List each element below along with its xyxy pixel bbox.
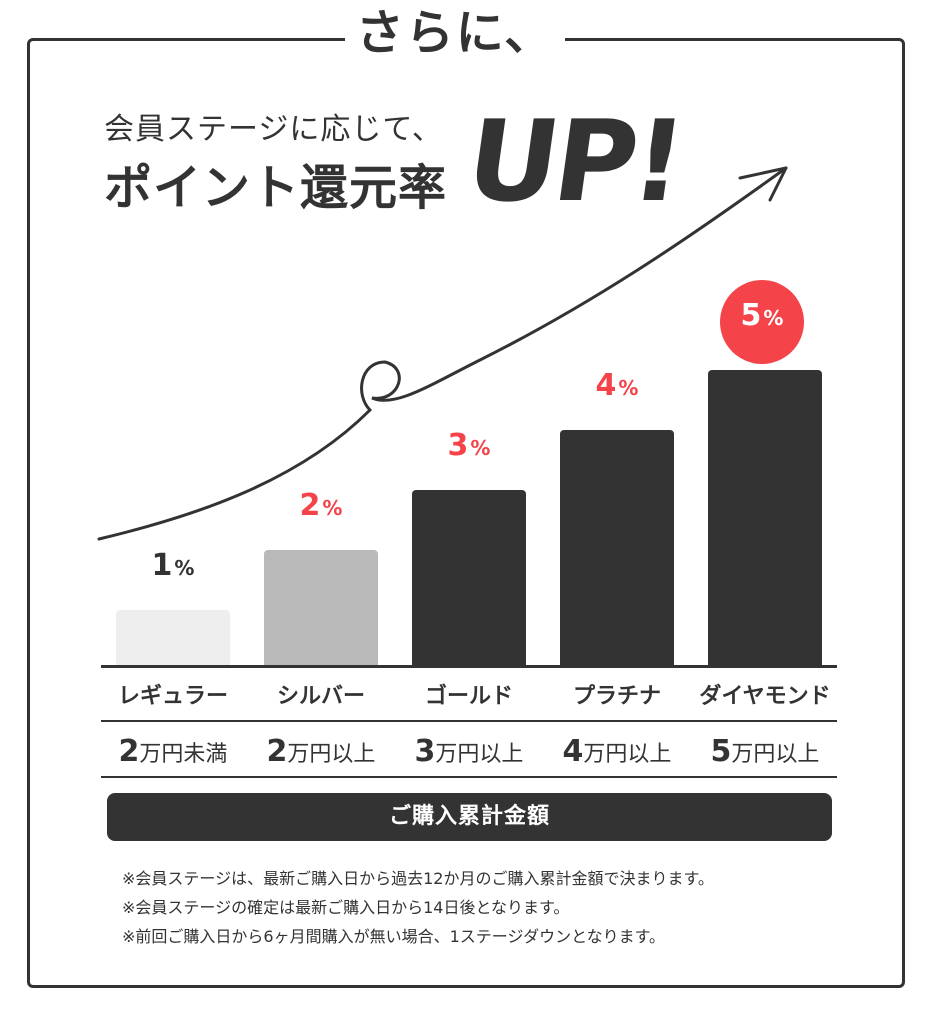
rate-highlight-circle (720, 280, 804, 364)
amount-number: 2 (118, 734, 140, 769)
amount-diamond: 5万円以上 (691, 730, 839, 778)
rate-label-2: 3% (412, 428, 526, 463)
up-emphasis: UP! (458, 97, 690, 227)
amount-number: 2 (266, 734, 288, 769)
amount-gold: 3万円以上 (395, 730, 543, 778)
cumulative-purchase-banner: ご購入累計金額 (107, 793, 832, 841)
stage-label-diamond: ダイヤモンド (699, 684, 831, 709)
amount-silver: 2万円以上 (247, 730, 395, 778)
rate-label-0: 1% (116, 548, 230, 583)
note-line: ※前回ご購入日から6ヶ月間購入が無い場合、1ステージダウンとなります。 (122, 927, 666, 946)
amount-number: 4 (562, 734, 584, 769)
rate-label-1: 2% (264, 488, 378, 523)
rate-label-4: 5% (705, 298, 819, 333)
rate-symbol: % (174, 556, 195, 580)
rate-symbol: % (470, 436, 491, 460)
amount-regular: 2万円未満 (99, 730, 247, 778)
bar-0 (116, 610, 230, 667)
stage-label-silver: シルバー (276, 684, 365, 709)
amount-text: 万円以上 (583, 742, 672, 767)
row-divider (101, 776, 837, 778)
stage-label-gold: ゴールド (424, 684, 513, 709)
rate-number: 4 (595, 368, 617, 403)
bar-1 (264, 550, 378, 667)
bar-3 (560, 430, 674, 667)
rate-symbol: % (618, 376, 639, 400)
headline-text: ポイント還元率 (104, 160, 448, 216)
bar-2 (412, 490, 526, 667)
heading-title: さらに、 (345, 0, 565, 66)
amount-text: 万円以上 (731, 742, 820, 767)
amount-number: 5 (710, 734, 732, 769)
rate-symbol: % (763, 306, 784, 330)
row-divider (101, 720, 837, 722)
bar-4 (708, 370, 822, 667)
subtitle-text: 会員ステージに応じて、 (104, 112, 443, 147)
rate-number: 3 (447, 428, 469, 463)
stage-label-platinum: プラチナ (572, 684, 661, 709)
stage-label-regular: レギュラー (117, 684, 228, 709)
amount-text: 万円以上 (287, 742, 376, 767)
rate-number: 5 (740, 298, 762, 333)
rate-number: 2 (299, 488, 321, 523)
amount-text: 万円未満 (139, 742, 228, 767)
amount-text: 万円以上 (435, 742, 524, 767)
note-line: ※会員ステージは、最新ご購入日から過去12か月のご購入累計金額で決まります。 (122, 869, 714, 888)
note-line: ※会員ステージの確定は最新ご購入日から14日後となります。 (122, 898, 570, 917)
amount-number: 3 (414, 734, 436, 769)
rate-symbol: % (322, 496, 343, 520)
rate-label-3: 4% (560, 368, 674, 403)
amount-platinum: 4万円以上 (543, 730, 691, 778)
chart-baseline (101, 665, 837, 668)
rate-number: 1 (151, 548, 173, 583)
